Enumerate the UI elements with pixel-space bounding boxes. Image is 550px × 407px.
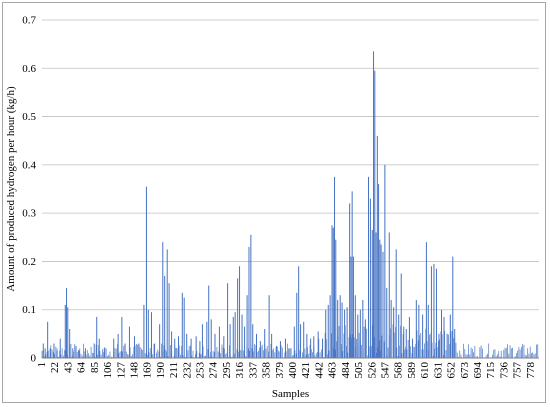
x-tick-label: 43 bbox=[62, 362, 74, 374]
chart-frame bbox=[2, 2, 546, 403]
x-tick-label: 484 bbox=[340, 362, 352, 379]
x-tick-label: 694 bbox=[472, 362, 484, 379]
x-tick-label: 400 bbox=[287, 362, 299, 379]
x-tick-label: 589 bbox=[406, 362, 418, 379]
x-tick-label: 442 bbox=[313, 362, 325, 379]
x-tick-label: 505 bbox=[353, 362, 365, 379]
x-tick-label: 190 bbox=[155, 362, 167, 379]
x-tick-label: 337 bbox=[247, 362, 259, 379]
y-tick-label: 0.1 bbox=[22, 304, 36, 316]
x-tick-label: 148 bbox=[128, 362, 140, 379]
x-tick-label: 169 bbox=[142, 362, 154, 379]
y-tick-labels: 0 0.1 0.2 0.3 0.4 0.5 0.6 0.7 bbox=[22, 15, 36, 365]
y-tick-label: 0.3 bbox=[22, 208, 36, 220]
x-tick-label: 1 bbox=[36, 362, 48, 368]
gridlines bbox=[42, 19, 539, 311]
y-tick-label: 0.7 bbox=[22, 15, 36, 27]
bars bbox=[42, 51, 456, 358]
x-tick-label: 253 bbox=[195, 362, 207, 379]
x-tick-label: 85 bbox=[89, 362, 101, 374]
x-tick-label: 421 bbox=[300, 362, 312, 379]
x-tick-label: 211 bbox=[168, 362, 180, 378]
x-tick-label: 379 bbox=[274, 362, 286, 379]
x-tick-label: 778 bbox=[525, 362, 537, 379]
x-axis-title: Samples bbox=[272, 388, 309, 400]
y-tick-label: 0.5 bbox=[22, 111, 36, 123]
y-tick-label: 0.6 bbox=[22, 63, 36, 75]
x-tick-label: 232 bbox=[181, 362, 193, 379]
x-tick-label: 631 bbox=[432, 362, 444, 379]
x-tick-label: 652 bbox=[446, 362, 458, 379]
y-axis-title: Amount of produced hydrogen per hour (kg… bbox=[5, 86, 17, 292]
x-tick-label: 64 bbox=[76, 362, 88, 374]
x-tick-label: 295 bbox=[221, 362, 233, 379]
baseline-bars bbox=[41, 324, 540, 358]
x-tick-label: 22 bbox=[49, 362, 61, 373]
x-tick-label: 106 bbox=[102, 362, 114, 379]
x-tick-label: 547 bbox=[379, 362, 391, 379]
x-tick-label: 463 bbox=[327, 362, 339, 379]
y-tick-label: 0.2 bbox=[22, 256, 36, 268]
x-tick-label: 610 bbox=[419, 362, 431, 379]
x-tick-label: 673 bbox=[459, 362, 471, 379]
x-tick-label: 736 bbox=[498, 362, 510, 379]
x-tick-label: 358 bbox=[261, 362, 273, 379]
x-tick-labels: 1 22 43 64 85 106 127 148 169 190 211 232 253 274 295 3… bbox=[36, 362, 537, 379]
y-tick-label: 0 bbox=[31, 353, 37, 365]
x-tick-label: 274 bbox=[208, 362, 220, 379]
x-tick-label: 568 bbox=[393, 362, 405, 379]
x-tick-label: 526 bbox=[366, 362, 378, 379]
x-tick-label: 757 bbox=[512, 362, 524, 379]
y-tick-label: 0.4 bbox=[22, 159, 36, 171]
x-tick-label: 715 bbox=[485, 362, 497, 379]
x-tick-label: 127 bbox=[115, 362, 127, 379]
x-tick-label: 316 bbox=[234, 362, 246, 379]
